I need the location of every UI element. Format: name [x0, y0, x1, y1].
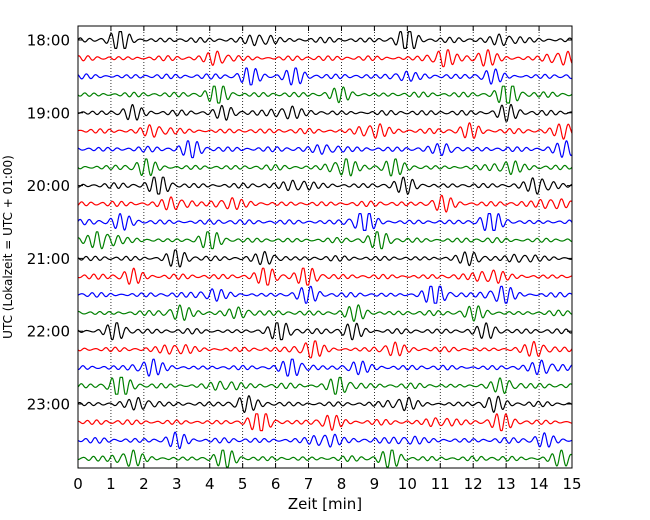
x-axis-label: Zeit [min]: [288, 495, 362, 513]
trace-2300: [77, 395, 573, 413]
trace-1830: [77, 67, 573, 86]
x-tick-label: 2: [139, 475, 149, 493]
trace-2130: [77, 285, 573, 304]
y-tick-label: 20:00: [27, 177, 70, 195]
y-tick-label: 18:00: [27, 32, 70, 50]
x-tick-label: 5: [238, 475, 248, 493]
x-tick-label: 13: [497, 475, 516, 493]
x-tick-label: 3: [172, 475, 182, 493]
trace-2245: [77, 376, 573, 395]
x-tick-label: 1: [106, 475, 116, 493]
y-tick-label: 22:00: [27, 323, 70, 341]
trace-1900: [77, 103, 573, 122]
trace-2030: [77, 213, 573, 231]
trace-1930: [77, 140, 573, 159]
x-tick-label: 12: [464, 475, 483, 493]
trace-2045: [77, 231, 573, 250]
trace-2315: [77, 413, 573, 432]
trace-1800: [77, 31, 573, 50]
x-tick-label: 15: [562, 475, 581, 493]
trace-2345: [77, 449, 573, 468]
trace-2230: [77, 358, 573, 377]
trace-2100: [77, 249, 573, 268]
y-tick-label: 19:00: [27, 104, 70, 122]
trace-2200: [77, 322, 573, 341]
x-tick-label: 6: [271, 475, 281, 493]
x-axis: 0 1 2 3 4 5 6 7 8 9 10 11 12 13 14 15: [73, 26, 582, 493]
x-tick-label: 11: [431, 475, 450, 493]
trace-1945: [77, 158, 573, 177]
trace-1815: [77, 49, 573, 68]
trace-2330: [77, 431, 573, 450]
trace-2015: [77, 194, 573, 213]
y-tick-label: 23:00: [27, 396, 70, 414]
plot-frame: [77, 25, 573, 469]
x-tick-label: 14: [530, 475, 549, 493]
trace-group: [77, 31, 573, 468]
trace-2215: [77, 340, 573, 359]
x-tick-label: 9: [370, 475, 380, 493]
trace-2000: [77, 176, 573, 195]
x-tick-label: 0: [73, 475, 83, 493]
trace-1845: [77, 85, 573, 104]
trace-1915: [77, 122, 573, 140]
x-tick-label: 7: [304, 475, 314, 493]
y-tick-label: 21:00: [27, 250, 70, 268]
x-tick-label: 10: [398, 475, 417, 493]
x-tick-label: 4: [205, 475, 215, 493]
y-axis-label: UTC (Lokalzeit = UTC + 01:00): [1, 155, 15, 339]
x-tick-label: 8: [337, 475, 347, 493]
trace-2115: [77, 267, 573, 286]
trace-2145: [77, 304, 573, 322]
y-axis: 18:00 19:00 20:00 21:00 22:00 23:00: [27, 32, 572, 414]
